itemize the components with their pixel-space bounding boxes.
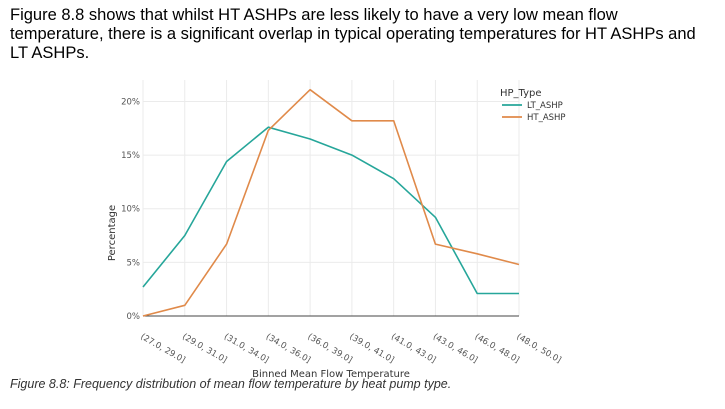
y-axis-ticks: 0% 5% 10% 15% 20%: [121, 97, 140, 322]
chart-grid: [142, 80, 520, 317]
figure-caption: Figure 8.8: Frequency distribution of me…: [10, 377, 452, 391]
y-tick-label: 5%: [127, 258, 141, 268]
x-tick-label: (34.0, 36.0]: [264, 332, 312, 366]
x-tick-label: (46.0, 48.0]: [473, 332, 521, 366]
y-tick-label: 15%: [121, 151, 140, 161]
x-tick-label: (31.0, 34.0]: [222, 332, 270, 366]
x-axis-ticks: (27.0, 29.0](29.0, 31.0](31.0, 34.0](34.…: [139, 332, 563, 366]
x-tick-label: (39.0, 41.0]: [347, 332, 395, 366]
legend-title: HP_Type: [500, 88, 542, 99]
x-tick-label: (36.0, 39.0]: [306, 332, 354, 366]
legend-entry: LT_ASHP: [527, 101, 563, 111]
intro-paragraph: Figure 8.8 shows that whilst HT ASHPs ar…: [10, 6, 696, 62]
y-tick-label: 20%: [121, 97, 140, 107]
series-line-ht-ashp: [142, 88, 520, 317]
x-tick-label: (29.0, 31.0]: [180, 332, 228, 366]
chart-series-lines: [142, 88, 520, 317]
legend-entry: HT_ASHP: [527, 113, 566, 123]
chart-legend: HP_Type LT_ASHP HT_ASHP: [500, 88, 566, 123]
x-tick-label: (41.0, 43.0]: [389, 332, 437, 366]
y-axis-label: Percentage: [107, 205, 118, 261]
x-tick-label: (43.0, 46.0]: [431, 332, 479, 366]
x-tick-label: (27.0, 29.0]: [139, 332, 187, 366]
y-tick-label: 10%: [121, 205, 140, 215]
x-tick-label: (48.0, 50.0]: [515, 332, 563, 366]
series-line-lt-ashp: [142, 126, 519, 295]
x-axis-label: Binned Mean Flow Temperature: [252, 369, 410, 380]
y-tick-label: 0%: [127, 312, 141, 322]
